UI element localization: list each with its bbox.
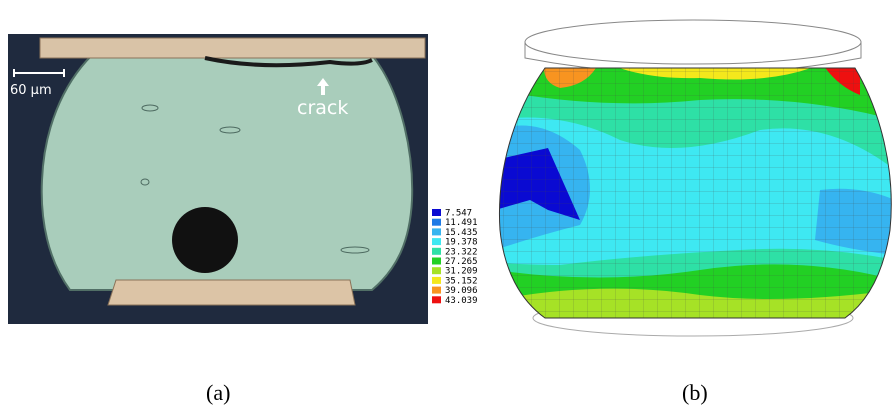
- legend-swatch: [432, 238, 441, 245]
- legend-label: 39.096: [445, 286, 478, 296]
- legend-label: 27.265: [445, 257, 478, 267]
- legend-swatch: [432, 209, 441, 216]
- legend-label: 7.547: [445, 209, 472, 219]
- legend-swatch: [432, 296, 441, 303]
- legend-label: 11.491: [445, 218, 478, 228]
- legend-label: 43.039: [445, 296, 478, 306]
- scale-label: 60 μm: [10, 83, 52, 98]
- legend-label: 31.209: [445, 267, 478, 277]
- legend: 7.54711.49115.43519.37823.32227.26531.20…: [432, 209, 478, 306]
- legend-label: 15.435: [445, 228, 478, 238]
- legend-swatch: [432, 258, 441, 265]
- legend-swatch: [432, 277, 441, 284]
- caption: (a): [206, 380, 230, 405]
- micrograph: 60 μm crack: [8, 34, 428, 324]
- legend-label: 19.378: [445, 238, 478, 248]
- legend-swatch: [432, 219, 441, 226]
- legend-swatch: [432, 248, 441, 255]
- caption: (b): [682, 380, 708, 405]
- legend-label: 23.322: [445, 247, 478, 257]
- legend-swatch: [432, 228, 441, 235]
- legend-label: 35.152: [445, 276, 478, 286]
- legend-swatch: [432, 287, 441, 294]
- fea-model: [495, 20, 894, 336]
- crack-annotation: crack: [297, 97, 348, 119]
- figure: 60 μm crack (a) 7.54711.49115.43519.3782…: [0, 0, 894, 409]
- legend-swatch: [432, 267, 441, 274]
